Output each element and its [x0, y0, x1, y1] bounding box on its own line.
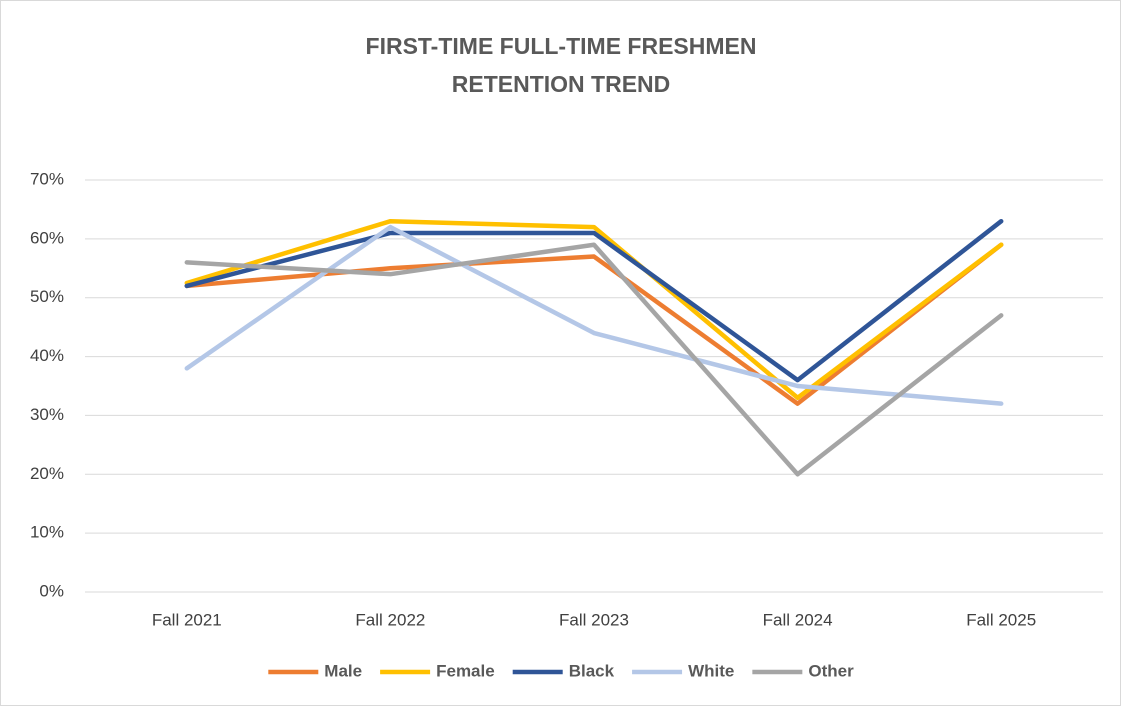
legend-label: Black: [569, 661, 615, 680]
y-tick-label: 10%: [30, 523, 64, 542]
series-line: [184, 218, 1004, 401]
legend-label: White: [688, 661, 734, 680]
x-tick-label: Fall 2023: [559, 610, 629, 629]
series-line: [184, 242, 1004, 477]
y-tick-label: 30%: [30, 405, 64, 424]
series-line: [184, 224, 1004, 406]
y-tick-label: 60%: [30, 228, 64, 247]
y-tick-label: 40%: [30, 346, 64, 365]
y-tick-label: 0%: [39, 581, 64, 600]
chart-title: FIRST-TIME FULL-TIME FRESHMEN: [366, 33, 757, 59]
x-tick-label: Fall 2021: [152, 610, 222, 629]
legend-label: Male: [324, 661, 362, 680]
legend-label: Other: [808, 661, 854, 680]
y-tick-label: 20%: [30, 464, 64, 483]
grid: [85, 179, 1103, 593]
x-tick-label: Fall 2025: [966, 610, 1036, 629]
chart-title: RETENTION TREND: [452, 71, 671, 97]
y-tick-label: 70%: [30, 169, 64, 188]
y-tick-label: 50%: [30, 287, 64, 306]
legend: Male Female Black White Other: [268, 661, 854, 680]
x-tick-label: Fall 2022: [355, 610, 425, 629]
series-line: [184, 218, 1004, 383]
legend-label: Female: [436, 661, 495, 680]
x-tick-label: Fall 2024: [763, 610, 833, 629]
